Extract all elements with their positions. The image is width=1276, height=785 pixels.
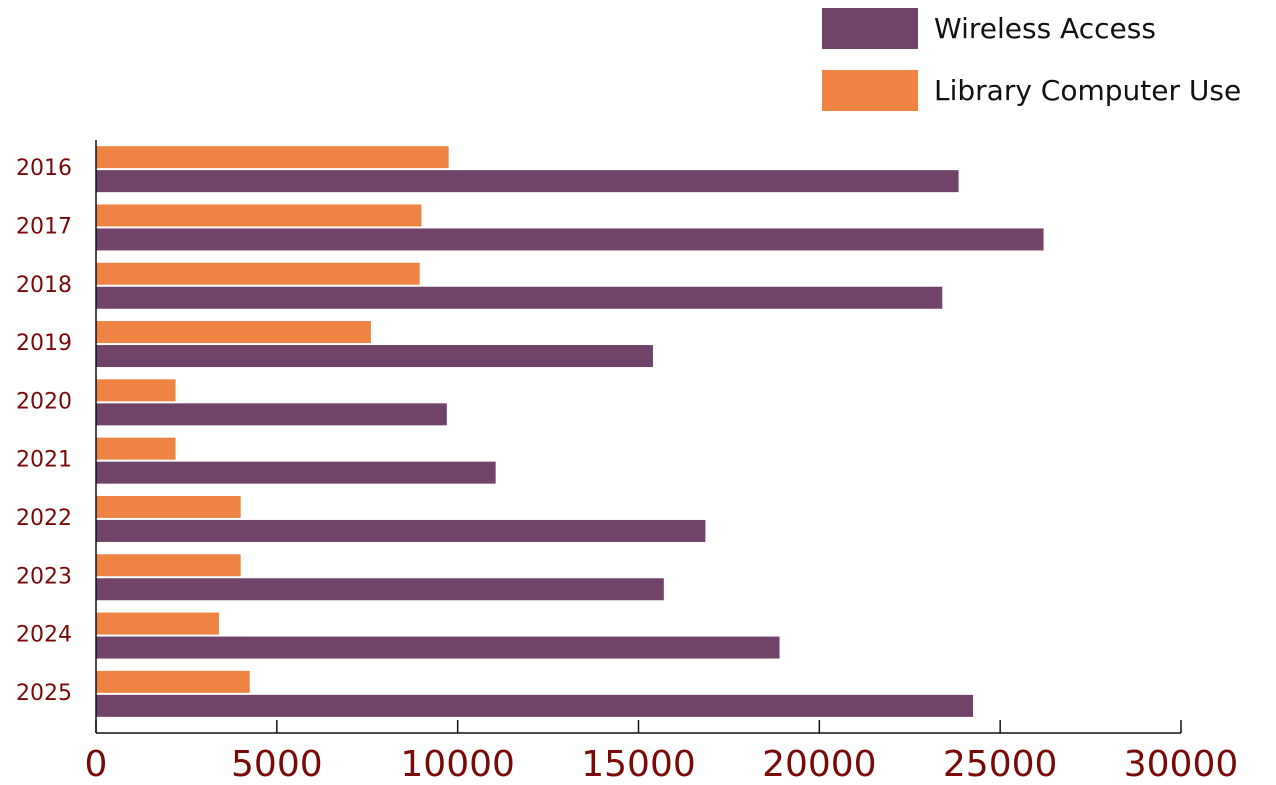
y-tick-label: 2019	[16, 331, 72, 356]
bar	[96, 554, 241, 577]
y-tick-label: 2024	[16, 623, 72, 648]
y-tick-label: 2016	[16, 156, 72, 181]
bar	[96, 379, 176, 402]
bar	[96, 321, 371, 344]
bar	[96, 694, 974, 717]
y-tick-label: 2022	[16, 506, 72, 531]
bar	[96, 403, 447, 426]
y-tick-label: 2025	[16, 681, 72, 706]
bar	[96, 495, 241, 518]
x-tick-label: 20000	[762, 744, 877, 785]
bar	[96, 262, 420, 285]
bar	[96, 204, 422, 227]
legend-swatch	[822, 8, 918, 49]
x-tick-label: 30000	[1124, 744, 1239, 785]
bar	[96, 519, 706, 542]
bar	[96, 228, 1044, 251]
bar	[96, 670, 250, 693]
bar	[96, 437, 176, 460]
y-tick-label: 2021	[16, 448, 72, 473]
x-tick-label: 15000	[581, 744, 696, 785]
bar	[96, 170, 959, 193]
legend-swatch	[822, 70, 918, 111]
bar	[96, 461, 496, 484]
y-tick-label: 2017	[16, 214, 72, 239]
legend-label: Library Computer Use	[934, 74, 1241, 107]
x-tick-label: 5000	[231, 744, 323, 785]
x-tick-label: 25000	[943, 744, 1058, 785]
bar	[96, 578, 664, 601]
bar	[96, 146, 449, 169]
x-tick-label: 10000	[400, 744, 515, 785]
y-tick-label: 2018	[16, 273, 72, 298]
y-tick-label: 2020	[16, 389, 72, 414]
x-tick-label: 0	[85, 744, 108, 785]
bar	[96, 612, 219, 635]
bar	[96, 345, 653, 368]
y-tick-label: 2023	[16, 564, 72, 589]
legend-label: Wireless Access	[934, 12, 1156, 45]
bar	[96, 636, 780, 659]
bar	[96, 286, 943, 309]
